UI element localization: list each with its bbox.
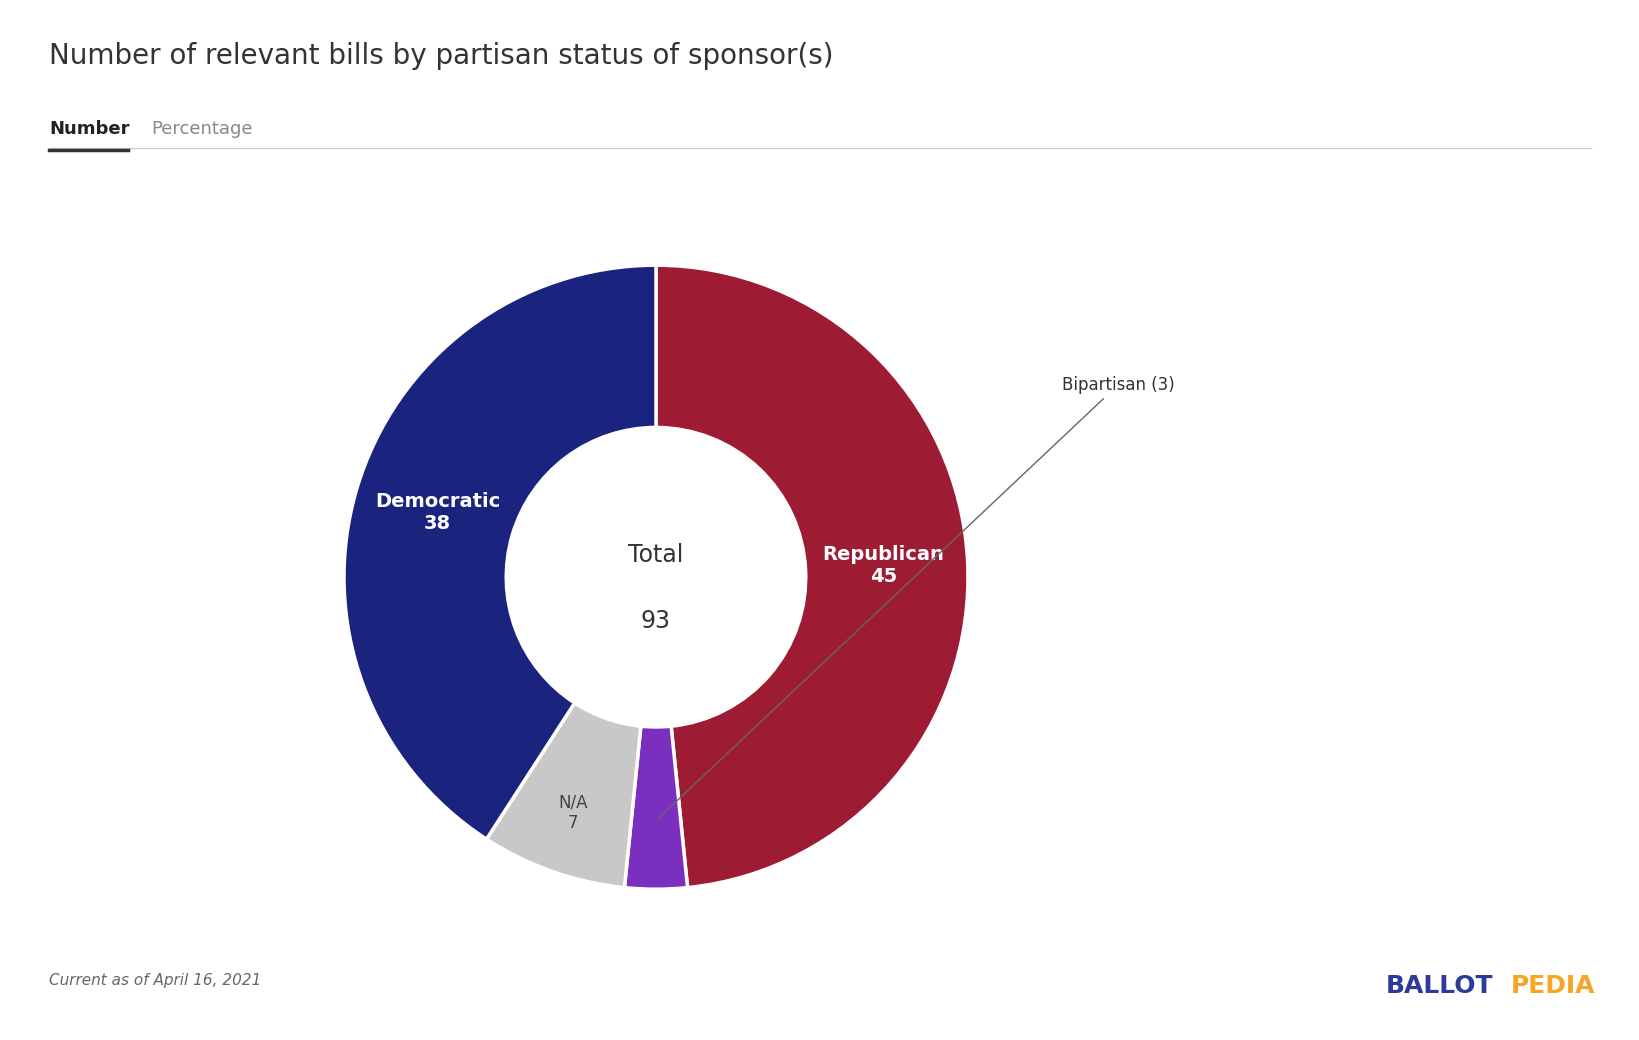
Wedge shape — [344, 265, 656, 839]
Wedge shape — [656, 265, 967, 887]
Text: Current as of April 16, 2021: Current as of April 16, 2021 — [49, 973, 261, 988]
Text: Percentage: Percentage — [151, 120, 252, 137]
Text: 93: 93 — [641, 608, 670, 633]
Text: PEDIA: PEDIA — [1510, 974, 1595, 998]
Text: BALLOT: BALLOT — [1385, 974, 1493, 998]
Text: Bipartisan (3): Bipartisan (3) — [657, 376, 1174, 818]
Text: Number: Number — [49, 120, 129, 137]
Wedge shape — [487, 703, 641, 887]
Text: Democratic
38: Democratic 38 — [375, 492, 500, 534]
Text: Total: Total — [628, 543, 683, 568]
Text: Number of relevant bills by partisan status of sponsor(s): Number of relevant bills by partisan sta… — [49, 42, 833, 70]
Wedge shape — [624, 726, 687, 889]
Text: N/A
7: N/A 7 — [559, 794, 588, 832]
Text: Republican
45: Republican 45 — [823, 545, 944, 587]
